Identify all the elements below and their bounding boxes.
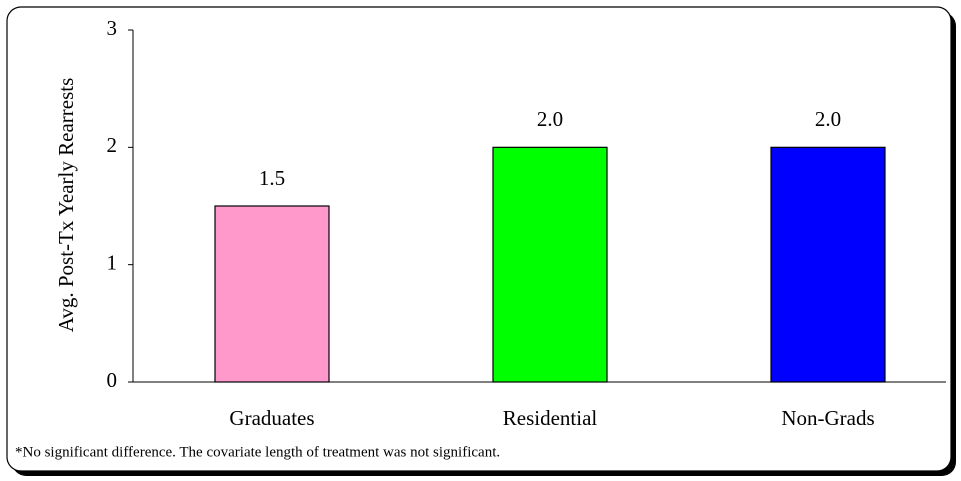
annotation: *No significant difference. The covariat… [15,444,500,460]
value-label: 2.0 [537,107,563,131]
x-tick-label: Graduates [229,406,314,430]
bar [214,205,330,383]
value-label: 1.5 [259,166,285,190]
y-tick-label: 0 [107,368,118,392]
y-tick-label: 1 [107,250,118,274]
y-tick-label: 2 [107,133,118,157]
x-tick-label: Non-Grads [781,406,874,430]
y-tick-label: 3 [107,16,118,40]
y-axis-label: Avg. Post-Tx Yearly Rearrests [54,78,78,333]
value-label: 2.0 [815,107,841,131]
x-tick-label: Residential [503,406,598,430]
bar [770,146,886,383]
bar [492,146,608,383]
